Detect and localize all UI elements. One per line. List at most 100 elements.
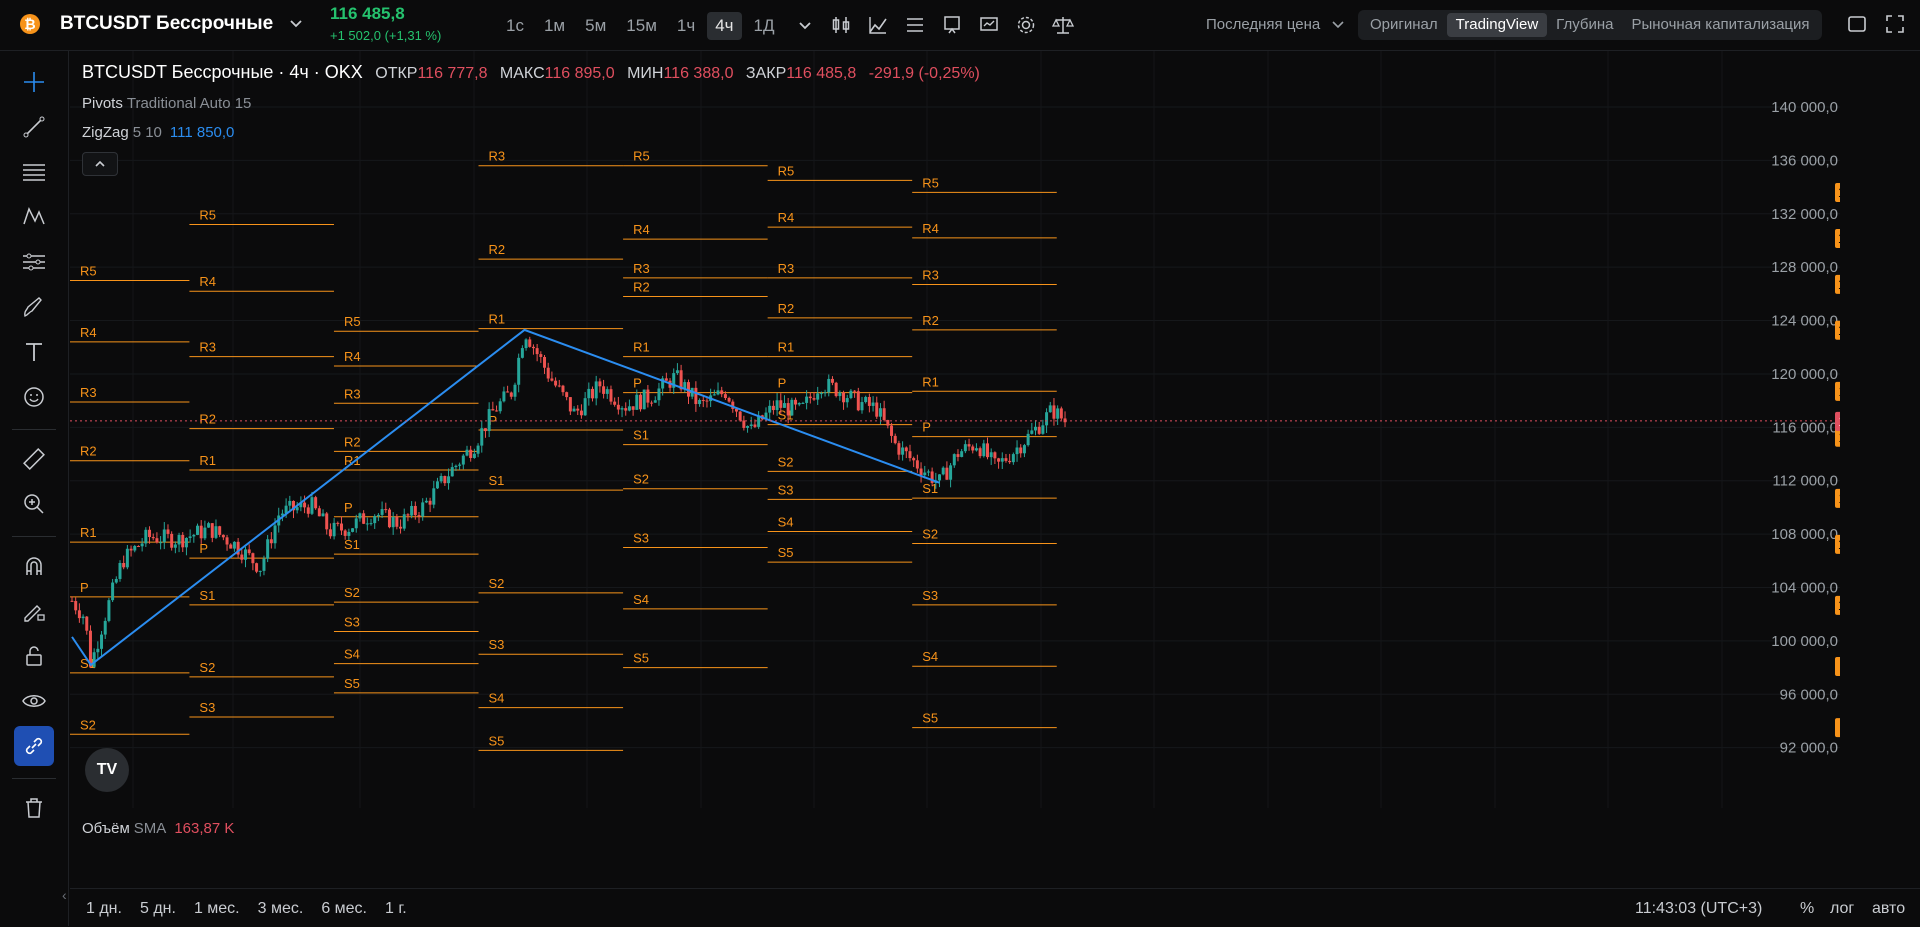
trendline-tool[interactable] [14, 107, 54, 147]
candle-body [92, 652, 96, 667]
magnet-tool[interactable] [14, 546, 54, 586]
pencil-lock-icon [24, 605, 45, 622]
candles-icon[interactable] [828, 12, 854, 38]
sync-drawings-tool[interactable] [14, 726, 54, 766]
high-value: 116 895,0 [544, 65, 615, 82]
view-tab-3[interactable]: Рыночная капитализация [1631, 16, 1810, 33]
brush-tool[interactable] [14, 287, 54, 327]
percent-toggle[interactable]: % [1800, 900, 1815, 917]
candle-body [173, 544, 177, 548]
candle-body [435, 481, 439, 489]
text-tool[interactable] [14, 332, 54, 372]
lock-drawings-tool[interactable] [14, 636, 54, 676]
view-tab-0[interactable]: Оригинал [1370, 16, 1438, 33]
compare-icon[interactable] [976, 12, 1002, 38]
candle-body [550, 378, 554, 381]
candle-body [620, 408, 624, 410]
bitcoin-icon: ₿ [20, 14, 40, 34]
zoom-tool[interactable] [14, 484, 54, 524]
price-chart[interactable]: 140 000,0 136 000,0 132 000,0 128 000,0 124 … [70, 51, 1840, 808]
interval-6[interactable]: 1Д [753, 16, 775, 35]
pivot-level-label: S4 [344, 647, 360, 662]
candle-body [960, 451, 964, 457]
volume-indicator[interactable]: Объём SMA 163,87 K [82, 820, 234, 837]
candle-body [159, 542, 163, 544]
candle-body [1000, 458, 1004, 462]
remove-drawings-tool[interactable] [14, 788, 54, 828]
candle-body [797, 403, 801, 405]
chevron-down-icon[interactable] [287, 14, 305, 32]
toolbar-divider [12, 429, 56, 430]
clock[interactable]: 11:43:03 (UTC+3) [1635, 900, 1763, 917]
price-type-chevron-icon[interactable] [1330, 16, 1346, 32]
eye-icon [22, 695, 46, 707]
interval-0[interactable]: 1с [506, 16, 524, 35]
candle-body [487, 409, 491, 432]
fullscreen-icon[interactable] [1884, 13, 1906, 35]
window-icon[interactable] [1846, 13, 1868, 35]
pivots-name: Pivots [82, 95, 123, 112]
range-5[interactable]: 1 г. [385, 900, 407, 917]
auto-toggle[interactable]: авто [1872, 900, 1906, 917]
range-4[interactable]: 6 мес. [321, 900, 367, 917]
pivot-level-label: R4 [199, 274, 216, 289]
chart-area[interactable]: 140 000,0 136 000,0 132 000,0 128 000,0 124 … [70, 51, 1840, 808]
range-3[interactable]: 3 мес. [257, 900, 304, 917]
candle-body [495, 410, 499, 412]
collapse-legend-button[interactable] [82, 152, 118, 176]
candle-body [443, 476, 447, 484]
range-0[interactable]: 1 дн. [86, 900, 122, 917]
tradingview-logo[interactable]: TV [85, 748, 129, 792]
candle-body [878, 408, 882, 417]
view-tab-2[interactable]: Глубина [1556, 16, 1614, 33]
zigzag-indicator[interactable]: ZigZag 5 10 111 850,0 [82, 124, 234, 141]
pattern-tool[interactable] [14, 197, 54, 237]
range-1[interactable]: 5 дн. [139, 900, 176, 917]
candle-body [96, 648, 100, 653]
pivot-level-label: R4 [778, 210, 795, 225]
collapse-toolbar-icon[interactable]: ‹ [62, 887, 67, 903]
prediction-tool[interactable] [14, 242, 54, 282]
range-2[interactable]: 1 мес. [193, 900, 240, 917]
interval-1[interactable]: 1м [543, 16, 566, 35]
candle-body [461, 455, 465, 465]
candle-body [882, 408, 886, 420]
view-tab-1[interactable]: TradingView [1446, 13, 1548, 37]
interval-2[interactable]: 5м [585, 16, 607, 35]
ruler-tool[interactable] [14, 439, 54, 479]
candle-body [465, 449, 469, 456]
candle-body [1022, 445, 1026, 454]
interval-5[interactable]: 4ч [707, 12, 742, 40]
crosshair-tool[interactable] [14, 62, 54, 102]
hide-drawings-tool[interactable] [14, 681, 54, 721]
list-icon[interactable] [902, 12, 928, 38]
candle-body [672, 373, 676, 388]
candle-body [136, 546, 140, 548]
scales-icon[interactable] [1050, 12, 1076, 38]
pivots-indicator[interactable]: Pivots Traditional Auto 15 [82, 95, 251, 112]
current-price-badge-label: 116 485,8 [1838, 413, 1840, 429]
replay-icon[interactable] [939, 12, 965, 38]
indicators-icon[interactable] [865, 12, 891, 38]
candle-body [838, 392, 842, 397]
candle-body [88, 630, 92, 667]
log-toggle[interactable]: лог [1830, 900, 1855, 917]
interval-more-chevron-icon[interactable] [796, 16, 814, 34]
candle-body [816, 393, 820, 400]
interval-4[interactable]: 1ч [676, 16, 696, 35]
candle-body [343, 530, 347, 536]
interval-3[interactable]: 15м [626, 16, 657, 35]
fib-tool[interactable] [14, 152, 54, 192]
symbol-title[interactable]: BTCUSDT Бессрочные [60, 13, 274, 34]
candle-body [616, 404, 620, 410]
candle-body [568, 397, 572, 412]
candle-body [295, 507, 299, 511]
candle-body [196, 525, 200, 535]
price-badge [1835, 657, 1840, 677]
price-type-select[interactable]: Последняя цена [1206, 16, 1321, 33]
stay-drawing-tool[interactable] [14, 591, 54, 631]
gear-icon[interactable] [1013, 12, 1039, 38]
pivot-level-label: S2 [778, 454, 794, 469]
emoji-tool[interactable] [14, 377, 54, 417]
candle-body [273, 525, 277, 544]
